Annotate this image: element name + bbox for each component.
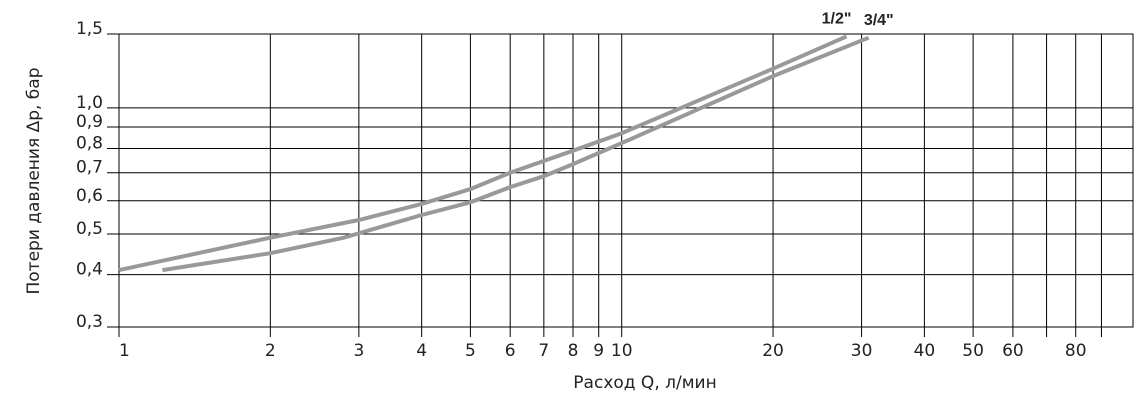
y-tick-label: 0,9 [76,112,103,132]
y-axis-label: Потери давления Δp, бар [24,67,44,294]
x-tick-label: 9 [593,341,604,361]
x-tick-label: 50 [962,341,984,361]
x-tick-label: 4 [416,341,427,361]
x-axis-label: Расход Q, л/мин [573,373,716,393]
series-label: 1/2" [822,11,852,28]
series-label: 3/4" [864,12,894,29]
y-tick-label: 1,0 [76,93,103,113]
data-line [162,35,870,273]
x-tick-label: 10 [611,341,633,361]
y-tick-label: 0,6 [76,186,103,206]
x-tick-label: 3 [353,341,364,361]
x-tick-label: 1 [119,341,130,361]
x-tick-label: 6 [505,341,516,361]
x-tick-label: 7 [538,341,549,361]
x-tick-label: 80 [1065,341,1087,361]
plot-frame [118,33,1134,328]
x-tick-label: 5 [465,341,476,361]
x-tick-label: 60 [1002,341,1024,361]
x-tick-label: 30 [851,341,873,361]
data-line [118,34,848,273]
y-tick-label: 0,3 [76,312,103,332]
x-tick-label: 8 [568,341,579,361]
y-tick-label: 0,4 [76,260,103,280]
y-tick-label: 0,8 [76,133,103,153]
y-tick-label: 0,7 [76,158,103,178]
x-tick-label: 20 [762,341,784,361]
x-tick-label: 40 [914,341,936,361]
x-tick-label: 2 [265,341,276,361]
y-tick-label: 1,5 [76,19,103,39]
y-tick-label: 0,5 [76,219,103,239]
